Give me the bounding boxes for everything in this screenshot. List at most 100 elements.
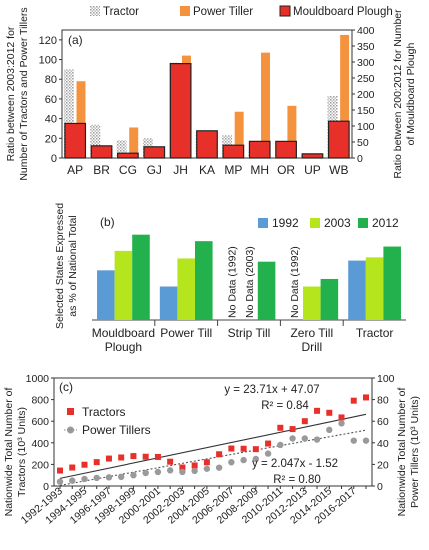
- y-axis-title-line2: as % of National Total: [67, 215, 79, 316]
- y-tick-label: 200: [31, 459, 49, 471]
- bar-power-tiller: [76, 81, 86, 158]
- marker-power-tillers: [277, 441, 284, 449]
- x-tick-label: Zero Till: [290, 326, 333, 340]
- marker-power-tillers: [289, 435, 296, 442]
- bar-mouldboard-plough: [222, 144, 245, 159]
- bar-1992-power-till: [159, 286, 178, 320]
- x-tick-label: JH: [173, 163, 188, 177]
- legend-swatch-power-tiller: [180, 6, 190, 16]
- bar-tractor: [90, 124, 101, 158]
- y-tick-label: 100: [39, 55, 57, 67]
- bar-mouldboard-plough: [196, 130, 218, 159]
- y2-tick-label: 200: [357, 89, 375, 101]
- bar-1992-mouldboard-plough: [97, 270, 115, 320]
- y-tick-label: 20: [45, 133, 57, 145]
- y-tick-label: 800: [31, 395, 49, 407]
- x-tick-label: MP: [224, 163, 242, 177]
- legend-marker-tractors: [67, 408, 74, 415]
- marker-power-tillers: [215, 464, 223, 471]
- bar-2012-mouldboard-plough: [132, 234, 150, 320]
- marker-power-tillers: [69, 477, 76, 484]
- trend-r2-power-tillers: R² = 0.80: [273, 474, 321, 486]
- bar-2012-zero-till-drill: [320, 278, 339, 320]
- y2-tick-label: 40: [377, 438, 389, 450]
- y2-tick-label: 60: [377, 416, 389, 428]
- bar-power-tiller: [129, 127, 139, 158]
- bar-mouldboard-plough: [64, 122, 87, 159]
- bar-2012-tractor: [383, 246, 401, 320]
- marker-power-tillers: [130, 472, 137, 479]
- bar-mouldboard-plough: [327, 120, 350, 159]
- panel-label: (b): [100, 215, 115, 229]
- trend-equation-power-tillers: y = 2.047x - 1.52: [252, 458, 338, 470]
- marker-power-tillers: [154, 468, 162, 476]
- marker-power-tillers: [81, 475, 88, 483]
- bar-mouldboard-plough: [301, 153, 324, 159]
- marker-power-tillers: [93, 474, 100, 482]
- bar-2003-mouldboard-plough: [114, 250, 133, 320]
- bar-2003-power-till: [177, 258, 195, 320]
- y-axis-title-line1: Nationwide Total Number of: [3, 388, 15, 517]
- panel-c: 020040060080010000204060801001992-199319…: [3, 373, 421, 527]
- marker-power-tillers: [203, 465, 211, 472]
- y-axis-title-line1: Ratio between 2003:2012 for: [5, 26, 17, 161]
- y2-tick-label: 150: [357, 105, 375, 117]
- plot-frame: [53, 377, 373, 487]
- marker-power-tillers: [350, 437, 357, 444]
- marker-tractors: [301, 418, 308, 425]
- bar-tractor: [63, 69, 74, 158]
- legend-label: Power Tillers: [82, 423, 151, 437]
- marker-tractors: [363, 394, 369, 401]
- legend-label: 2003: [324, 216, 351, 230]
- marker-tractors: [265, 440, 272, 447]
- marker-tractors: [167, 458, 174, 465]
- marker-tractors: [277, 424, 284, 431]
- y2-tick-label: 100: [357, 121, 375, 133]
- marker-tractors: [228, 445, 235, 452]
- marker-power-tillers: [240, 456, 247, 464]
- marker-power-tillers: [252, 455, 260, 463]
- y2-tick-label: 50: [357, 137, 369, 149]
- marker-tractors: [130, 453, 137, 460]
- marker-tractors: [81, 461, 88, 468]
- marker-power-tillers: [313, 436, 321, 443]
- trend-r2-tractors: R² = 0.84: [261, 400, 309, 412]
- marker-tractors: [105, 455, 112, 462]
- x-tick-label: UP: [304, 163, 321, 177]
- y-tick-label: 600: [31, 416, 49, 428]
- x-tick-label: Drill: [301, 340, 322, 354]
- marker-tractors: [240, 445, 247, 452]
- x-tick-label: GJ: [147, 163, 162, 177]
- legend-swatch-2003: [310, 218, 320, 228]
- y2-axis-title-line1: Ratio between 200:2012 for Number: [392, 9, 404, 179]
- marker-tractors: [314, 407, 321, 414]
- y2-tick-label: 250: [357, 73, 375, 85]
- marker-power-tillers: [105, 474, 113, 481]
- y2-tick-label: 0: [377, 481, 383, 493]
- marker-power-tillers: [338, 420, 345, 427]
- marker-power-tillers: [301, 435, 308, 442]
- bar-power-tiller: [287, 105, 297, 158]
- y-tick-label: 80: [45, 74, 57, 86]
- x-tick-label: CG: [119, 163, 137, 177]
- marker-tractors: [179, 464, 186, 471]
- bar-1992-tractor: [348, 260, 366, 320]
- marker-tractors: [57, 467, 63, 474]
- x-tick-label: Strip Till: [228, 326, 271, 340]
- y-tick-label: 1000: [26, 373, 50, 385]
- marker-tractors: [118, 454, 125, 461]
- marker-tractors: [216, 451, 223, 458]
- legend-label: Power Tiller: [193, 6, 253, 18]
- x-tick-label: BR: [93, 163, 110, 177]
- legend-label: 1992: [272, 216, 299, 230]
- legend-swatch-1992: [258, 218, 268, 228]
- x-tick-label: Tractor: [356, 326, 394, 340]
- marker-tractors: [69, 464, 76, 471]
- y-axis-title-line2: Number of Tractors and Power Tillers: [18, 7, 30, 180]
- y-tick-label: 40: [45, 114, 57, 126]
- panel-label: (c): [59, 380, 73, 394]
- bar-mouldboard-plough: [169, 62, 192, 159]
- bar-power-tiller: [234, 111, 244, 158]
- y-tick-label: 400: [31, 438, 49, 450]
